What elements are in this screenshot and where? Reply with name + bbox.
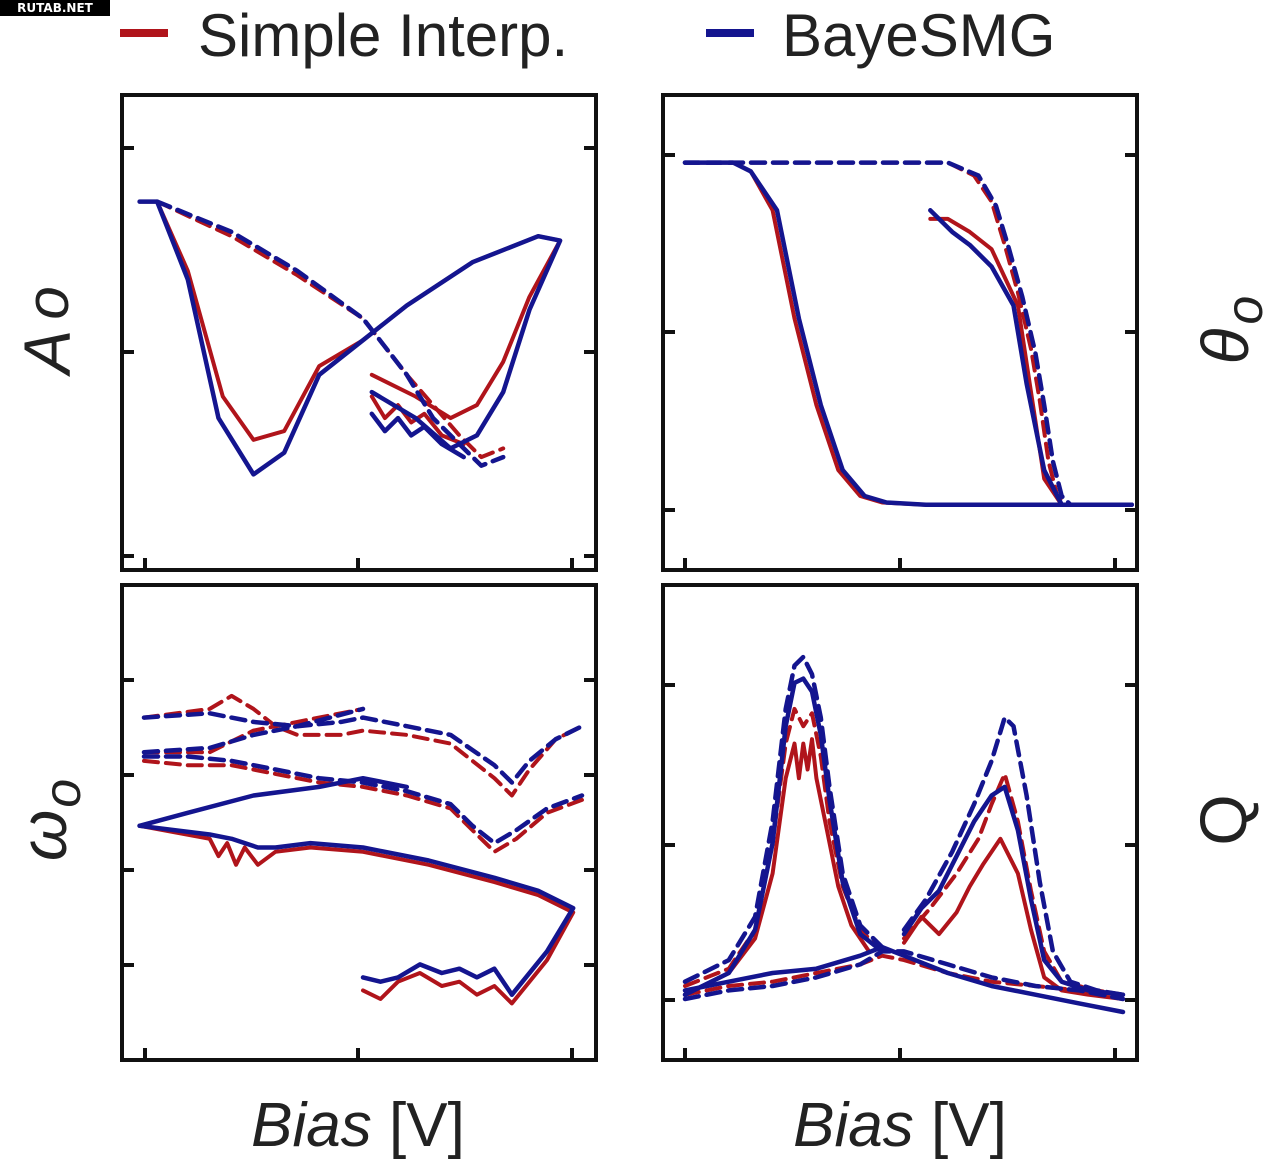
xlabel-left: Bias [V] [251, 1091, 465, 1160]
frequency-series-bayesmg-6 [141, 706, 366, 755]
xlabel-right-italic: Bias [793, 1091, 914, 1160]
ylabel-phase-symbol: θ [1188, 328, 1262, 364]
ylabel-frequency-symbol: ω [6, 810, 80, 861]
svg-text:ωo: ωo [6, 779, 92, 861]
xlabel-left-italic: Bias [251, 1091, 372, 1160]
xlabel-right: Bias [V] [793, 1091, 1007, 1160]
amplitude-frame [120, 93, 598, 572]
quality-factor-series-bayesmg-8 [901, 715, 1126, 997]
panel-phase [661, 93, 1139, 572]
phase-series-bayesmg-3 [682, 160, 1135, 507]
frequency-plot-area [137, 693, 585, 1006]
frequency-frame [120, 583, 598, 1062]
quality-factor-series-bayesmg-5 [682, 676, 885, 997]
phase-series-bayesmg-4 [928, 208, 1135, 507]
frequency-series-simple-interp-0 [137, 823, 576, 1006]
phase-frame [661, 93, 1139, 572]
frequency-series-simple-interp-1 [142, 706, 365, 755]
xlabel-right-unit: [V] [931, 1091, 1007, 1160]
quality-factor-series-simple-interp-4 [683, 953, 1125, 997]
legend-label-bayesmg: BayeSMG [782, 2, 1055, 69]
ylabel-quality-factor: Q [1186, 794, 1260, 845]
legend-label-simple-interp: Simple Interp. [198, 2, 568, 69]
legend: Simple Interp. BayeSMG [120, 2, 1055, 69]
svg-text:Q: Q [1186, 794, 1260, 845]
quality-factor-series-simple-interp-0 [683, 737, 871, 997]
xlabel-left-unit: [V] [389, 1091, 465, 1160]
quality-factor-series-bayesmg-7 [901, 784, 1126, 997]
panel-quality-factor [661, 583, 1139, 1062]
amplitude-series-simple-interp-2 [369, 394, 466, 447]
phase-plot-area [682, 160, 1135, 507]
quality-factor-series-bayesmg-10 [682, 949, 1126, 1002]
phase-series-bayesmg-5 [682, 160, 1073, 507]
ylabel-frequency-subscript: o [34, 779, 92, 808]
ylabel-phase: θo [1188, 296, 1274, 365]
panel-frequency [120, 583, 598, 1062]
frequency-series-bayesmg-5 [137, 775, 410, 829]
ylabel-amplitude: Ao [10, 286, 84, 377]
ylabel-amplitude-symbol: A [10, 330, 84, 378]
frequency-series-bayesmg-7 [141, 711, 585, 785]
ylabel-phase-subscript: o [1216, 296, 1274, 325]
svg-text:θo: θo [1188, 296, 1274, 365]
ylabel-amplitude-subscript: o [14, 286, 81, 319]
panel-amplitude [120, 93, 598, 572]
watermark-badge: RUTAB.NET [0, 0, 110, 16]
quality-factor-plot-area [682, 654, 1126, 1015]
amplitude-series-bayesmg-5 [369, 411, 466, 460]
amplitude-plot-area [137, 199, 563, 477]
frequency-series-simple-interp-3 [142, 758, 584, 854]
amplitude-series-bayesmg-4 [154, 199, 506, 468]
quality-factor-series-bayesmg-9 [682, 944, 1126, 1015]
ylabel-quality-factor-symbol: Q [1186, 794, 1260, 845]
quality-factor-series-bayesmg-6 [682, 654, 885, 984]
ylabel-frequency: ωo [6, 779, 92, 861]
svg-text:Ao: Ao [10, 286, 84, 377]
amplitude-series-bayesmg-3 [137, 199, 563, 477]
frequency-series-simple-interp-2 [142, 693, 584, 798]
frequency-series-bayesmg-4 [137, 823, 576, 997]
frequency-series-bayesmg-8 [141, 754, 585, 846]
